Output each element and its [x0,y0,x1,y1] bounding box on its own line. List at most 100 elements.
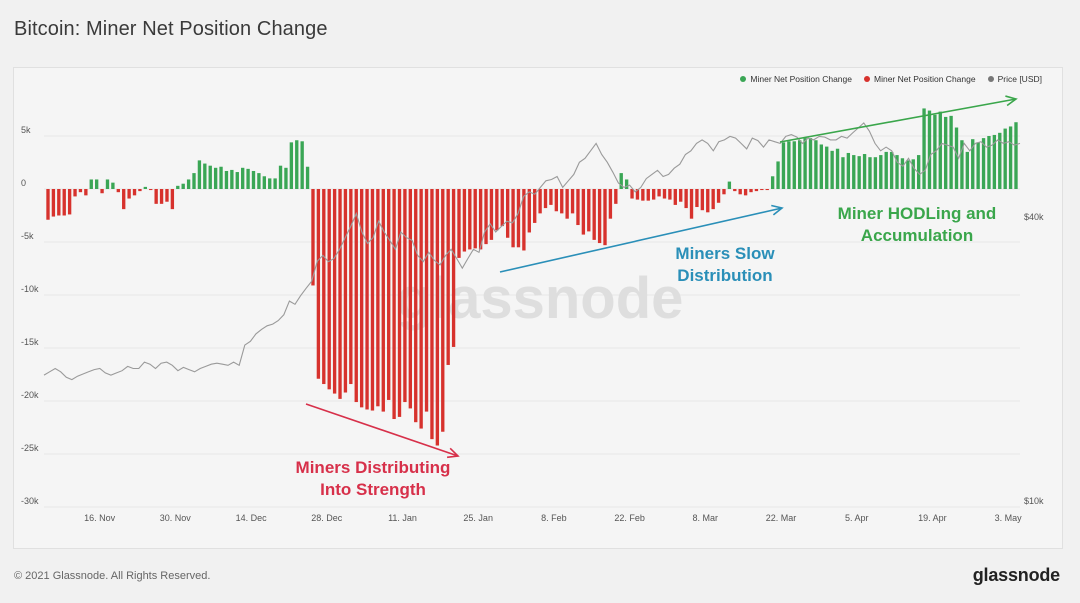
bar [722,189,726,195]
bar [803,138,807,189]
bar [673,189,677,205]
bar [889,151,894,189]
bar [689,189,694,219]
legend-label: Miner Net Position Change [874,74,976,84]
bar [284,167,288,189]
y-tick-label: -15k [21,337,39,347]
bar [376,189,380,407]
bar [132,189,137,196]
legend-item-price[interactable]: Price [USD] [987,74,1042,84]
bar [111,182,115,189]
annotation-distributing: Miners Distributing Into Strength [295,458,451,499]
bar [154,189,158,204]
bar [981,138,986,189]
bar [262,176,266,189]
bar [300,141,304,189]
bars [46,108,1018,446]
bar [976,142,980,189]
grid-lines [44,135,1020,508]
chart-panel [13,67,1063,549]
bar [489,189,494,240]
arrow-hodling [779,98,1017,143]
y-tick-label: -10k [21,284,39,294]
bar [743,189,748,196]
bar [441,189,445,432]
bar [668,189,672,200]
bar [560,189,564,214]
bar [808,138,813,189]
bar [349,189,353,385]
bar [235,172,239,189]
bar [570,189,575,214]
bar [581,189,586,235]
bar [370,189,375,411]
bar [435,189,440,446]
annotation-hodling: Miner HODLing and Accumulation [837,204,997,245]
arrow-slow-distribution [499,207,783,273]
bar [960,140,964,189]
legend-item-negative[interactable]: Miner Net Position Change [864,74,976,84]
bar [246,168,250,189]
bar [1008,126,1013,189]
bar [316,189,321,379]
bar [230,169,234,189]
x-tick-label: 11. Jan [388,513,417,523]
bar [657,189,661,197]
footer-brand-logo: glassnode [972,565,1060,585]
bar [679,189,683,202]
bar [587,189,591,232]
bar [213,167,218,189]
x-tick-label: 30. Nov [160,513,192,523]
y2-tick-label: $10k [1024,496,1044,506]
bar [484,189,488,245]
bar [446,189,450,365]
bar [327,189,331,390]
bar [819,144,823,189]
bar [857,156,861,189]
bar [527,189,531,233]
bar [392,189,396,420]
bar [662,189,667,199]
x-tick-label: 8. Mar [693,513,719,523]
bar [311,189,315,286]
bar [73,189,77,197]
bar [992,134,997,189]
bar [684,189,688,209]
bar [414,189,418,423]
bar [787,141,791,189]
bar [430,189,434,440]
bar [765,189,769,191]
y-tick-label: -30k [21,496,39,506]
bar [116,189,120,193]
legend-label: Price [USD] [997,74,1042,84]
legend-item-positive[interactable]: Miner Net Position Change [740,74,852,84]
annotation-arrows [305,95,1018,459]
price-series [43,122,1021,381]
legend-label: Miner Net Position Change [750,74,852,84]
bar [635,189,640,200]
legend: Miner Net Position Change Miner Net Posi… [740,74,1042,84]
bar [224,170,229,189]
bar [944,116,948,189]
bar [354,189,358,403]
bar [825,146,829,189]
bar [603,189,607,246]
bar [516,189,521,248]
bar [884,151,888,189]
bar [646,189,650,201]
y-axis-ticks: 5k 0 -5k -10k -15k -20k -25k -30k [21,125,39,506]
bar [122,189,126,210]
bar [203,163,207,189]
bar [624,179,629,189]
bar [938,111,942,189]
bar [495,189,499,231]
bar [67,189,72,215]
bar [46,189,50,220]
bar [733,189,737,192]
bar [711,189,715,210]
bar [500,189,504,227]
bar [922,108,926,189]
bar [987,136,991,189]
bar [241,167,245,189]
